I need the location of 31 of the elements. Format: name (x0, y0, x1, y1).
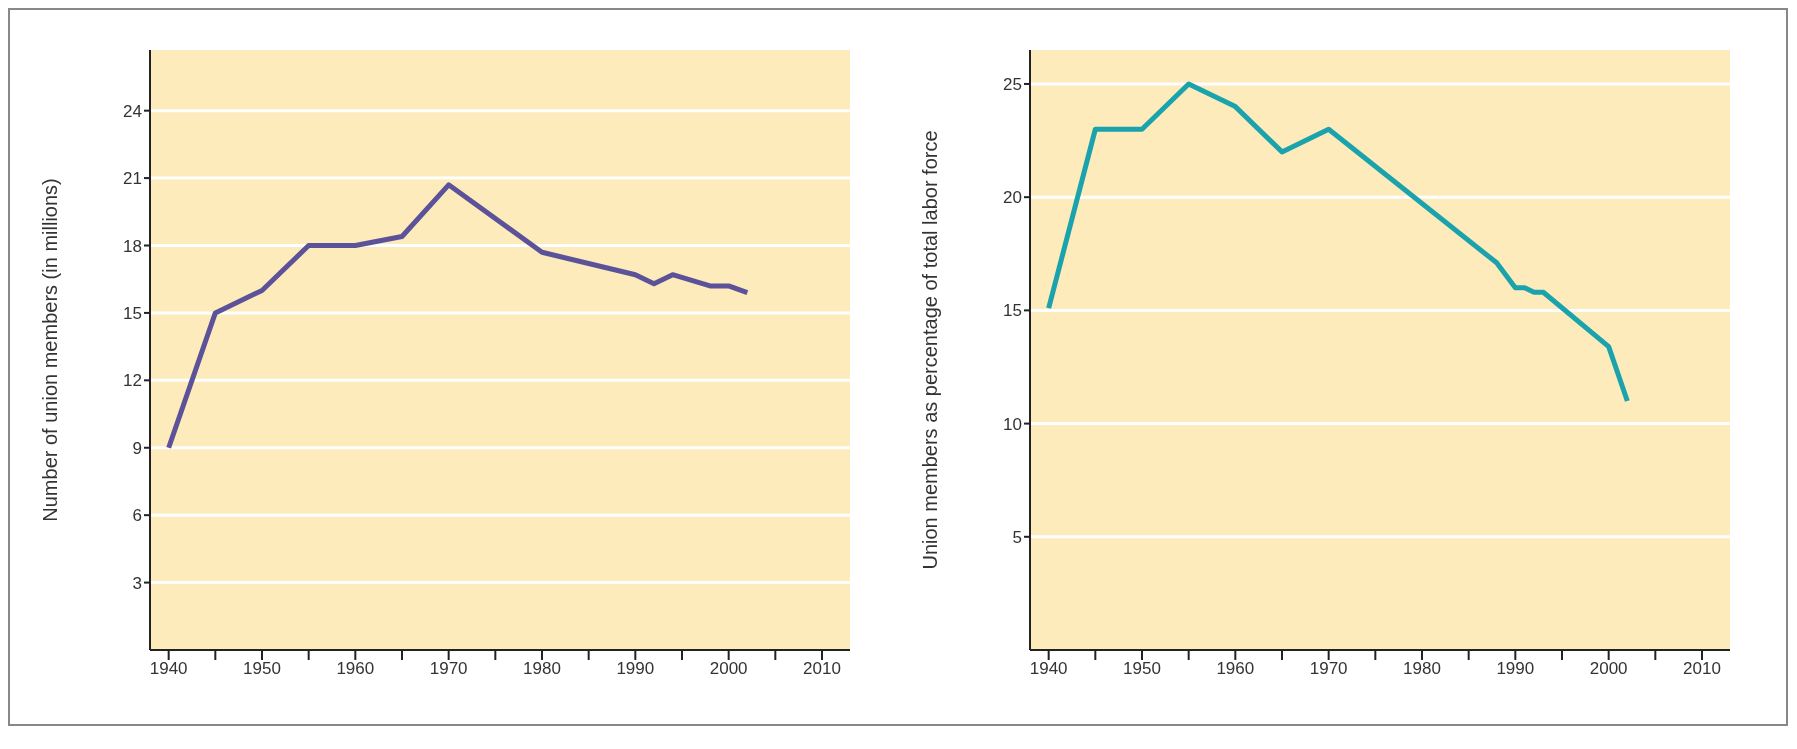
x-tick-label: 1960 (1216, 659, 1255, 679)
x-tick-label: 1980 (1403, 659, 1441, 679)
x-tick-label: 2010 (1683, 659, 1721, 679)
y-tick-label: 3 (132, 573, 142, 593)
y-axis-title: Union members as percentage of total labor force (919, 130, 942, 570)
x-tick-label: 1980 (523, 659, 561, 679)
y-tick-label: 18 (123, 236, 142, 256)
y-tick-label: 21 (123, 169, 142, 189)
y-tick-label: 15 (123, 303, 142, 323)
x-tick-label: 2000 (1589, 659, 1628, 679)
x-tick-label: 2000 (709, 659, 748, 679)
x-tick-label: 1950 (243, 659, 281, 679)
y-tick-label: 6 (132, 506, 142, 526)
y-tick-label: 15 (1003, 301, 1022, 321)
y-tick-label: 12 (123, 371, 142, 391)
y-axis-title: Number of union members (in millions) (39, 178, 62, 522)
x-tick-label: 1990 (1496, 659, 1535, 679)
x-tick-label: 1940 (1029, 659, 1068, 679)
y-tick-label: 9 (132, 438, 142, 458)
x-tick-label: 1970 (1309, 659, 1348, 679)
y-tick-label: 24 (123, 101, 142, 121)
x-tick-label: 1940 (149, 659, 188, 679)
y-tick-label: 25 (1003, 75, 1022, 94)
y-tick-label: 20 (1003, 188, 1022, 208)
y-tick-label: 10 (1003, 414, 1022, 434)
x-tick-label: 1950 (1123, 659, 1161, 679)
x-tick-label: 1970 (429, 659, 468, 679)
x-tick-label: 2010 (803, 659, 841, 679)
y-tick-label: 5 (1012, 527, 1022, 547)
x-tick-label: 1990 (616, 659, 655, 679)
x-tick-label: 1960 (336, 659, 375, 679)
